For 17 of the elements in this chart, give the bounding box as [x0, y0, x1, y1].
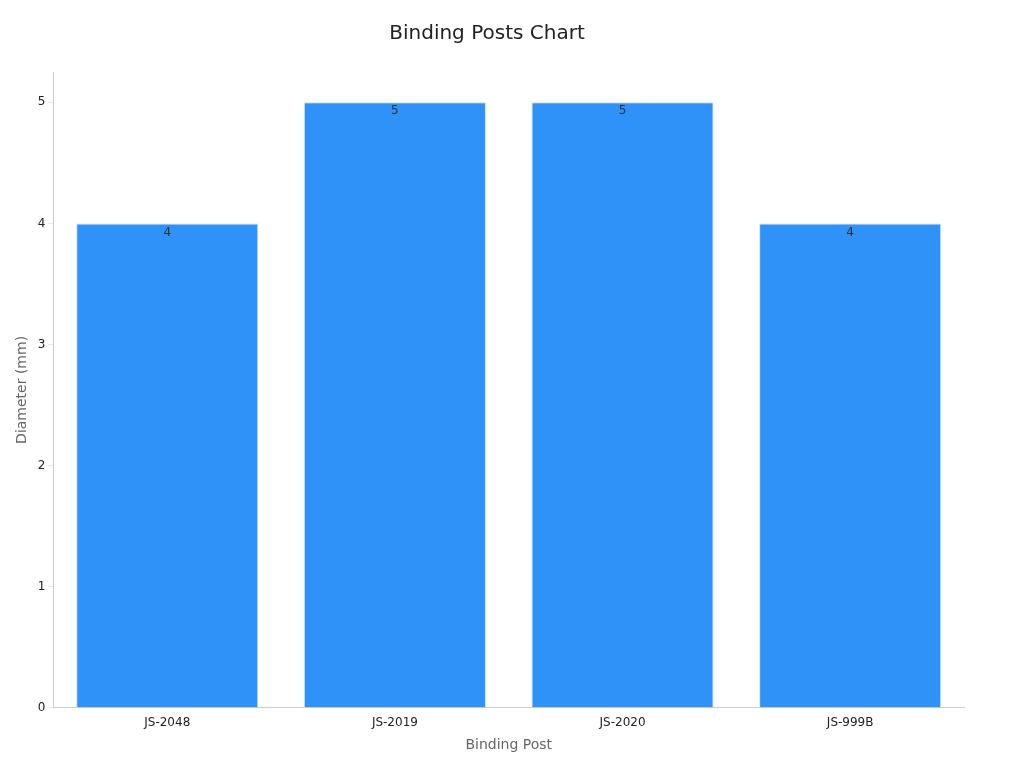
data-label: 4: [846, 224, 854, 239]
y-tick-label: 2: [37, 457, 46, 472]
data-label: 5: [391, 103, 399, 118]
data-label: 4: [163, 224, 172, 239]
x-tick-label: JS-2020: [598, 715, 646, 730]
y-tick-label: 4: [37, 215, 46, 230]
x-axis-title: Binding Post: [465, 736, 553, 753]
y-tick-label: 0: [37, 699, 46, 714]
x-tick-label: JS-999B: [825, 715, 874, 730]
chart-title: Binding Posts Chart: [389, 20, 585, 45]
x-tick-label: JS-2048: [143, 715, 191, 730]
y-axis-title: Diameter (mm): [13, 335, 30, 444]
y-tick-label: 3: [37, 336, 46, 351]
y-tick-label: 1: [37, 578, 46, 593]
x-tick-label: JS-2019: [370, 715, 418, 730]
y-tick-label: 5: [37, 94, 46, 109]
data-label: 5: [618, 103, 627, 118]
